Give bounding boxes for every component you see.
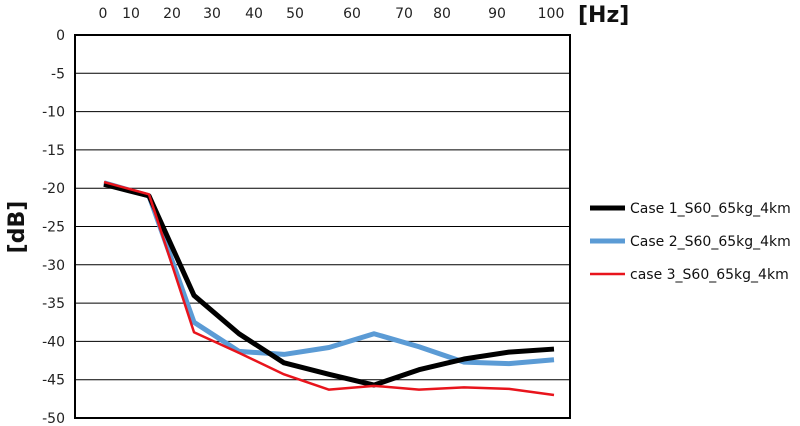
y-tick-label: -5 [51,66,65,82]
x-axis-label: [Hz] [578,3,629,28]
y-tick-label: -30 [42,258,65,274]
x-tick-label: 20 [163,6,181,22]
y-tick-label: -25 [42,220,65,236]
y-tick-label: 0 [56,28,65,44]
legend-label: case 3_S60_65kg_4km [630,267,789,283]
x-tick-label: 80 [433,6,451,22]
x-tick-label: 100 [538,6,565,22]
y-tick-label: -15 [42,143,65,159]
y-axis-label: [dB] [5,201,30,254]
legend-label: Case 2_S60_65kg_4km [630,234,791,250]
y-tick-label: -10 [42,105,65,121]
y-tick-label: -20 [42,181,65,197]
y-tick-label: -45 [42,373,65,389]
legend-label: Case 1_S60_65kg_4km [630,201,791,217]
series-line-1 [103,181,555,388]
x-tick-label: 60 [343,6,361,22]
x-tick-label: 10 [122,6,140,22]
series-line-2 [103,180,555,367]
x-tick-label: 30 [203,6,221,22]
x-tick-label: 70 [395,6,413,22]
plot-frame [74,34,571,419]
y-tick-label: -40 [42,334,65,350]
y-tick-label: -35 [42,296,65,312]
y-tick-label: -50 [42,411,65,426]
x-tick-label: 50 [286,6,304,22]
x-tick-label: 40 [245,6,263,22]
x-tick-label: 90 [488,6,506,22]
x-tick-label: 0 [99,6,108,22]
